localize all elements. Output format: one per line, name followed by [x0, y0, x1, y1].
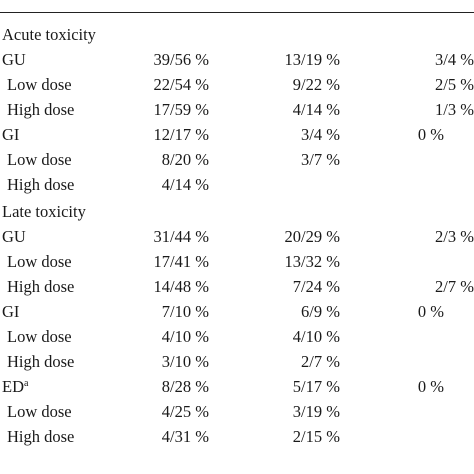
cell-col3: 3/4 % — [435, 50, 474, 69]
cell-col2: 2/15 % — [292, 427, 340, 446]
row-label: GI — [2, 125, 20, 144]
table-row: Low dose 4/25 % 3/19 % — [0, 399, 474, 424]
table-row: High dose 17/59 % 4/14 % 1/3 % — [0, 97, 474, 122]
section-header-late: Late toxicity — [0, 199, 474, 224]
cell-col1: 7/10 % — [161, 302, 209, 321]
cell-col2: 4/14 % — [292, 100, 340, 119]
table-row: GU 31/44 % 20/29 % 2/3 % — [0, 224, 474, 249]
cell-col3: 2/3 % — [435, 227, 474, 246]
cell-col2: 13/19 % — [284, 50, 340, 69]
row-label: Low dose — [7, 252, 72, 271]
row-label: GU — [2, 50, 26, 69]
cell-col3: 2/5 % — [435, 75, 474, 94]
cell-col3: 0 % — [417, 377, 444, 396]
cell-col1: 8/28 % — [161, 377, 209, 396]
table-row: EDa 8/28 % 5/17 % 0 % — [0, 374, 474, 399]
cell-col2: 4/10 % — [292, 327, 340, 346]
cell-col2: 3/19 % — [292, 402, 340, 421]
cell-col3: 1/3 % — [435, 100, 474, 119]
table-row: GU 39/56 % 13/19 % 3/4 % — [0, 47, 474, 72]
row-label: High dose — [7, 277, 75, 296]
cell-col2: 7/24 % — [292, 277, 340, 296]
cell-col1: 17/59 % — [153, 100, 209, 119]
cell-col3: 2/7 % — [435, 277, 474, 296]
table-row: High dose 14/48 % 7/24 % 2/7 % — [0, 274, 474, 299]
table-row: GI 12/17 % 3/4 % 0 % — [0, 122, 474, 147]
footnote-marker: a — [24, 378, 29, 389]
cell-col3: 0 % — [417, 125, 444, 144]
table-row: High dose 4/31 % 2/15 % — [0, 424, 474, 449]
row-label: Low dose — [7, 75, 72, 94]
cell-col3: 0 % — [417, 302, 444, 321]
cell-col1: 4/31 % — [161, 427, 209, 446]
cell-col2: 3/7 % — [301, 150, 340, 169]
row-label: ED — [2, 377, 24, 396]
table-row: GI 7/10 % 6/9 % 0 % — [0, 299, 474, 324]
row-label: Low dose — [7, 402, 72, 421]
section-title: Late toxicity — [2, 202, 86, 221]
cell-col1: 4/25 % — [161, 402, 209, 421]
cell-col1: 12/17 % — [153, 125, 209, 144]
cell-col2: 2/7 % — [301, 352, 340, 371]
cell-col2: 20/29 % — [284, 227, 340, 246]
cell-col1: 17/41 % — [153, 252, 209, 271]
cell-col2: 6/9 % — [301, 302, 340, 321]
table-row: Low dose 17/41 % 13/32 % — [0, 249, 474, 274]
table-row: Low dose 8/20 % 3/7 % — [0, 147, 474, 172]
cell-col2: 13/32 % — [284, 252, 340, 271]
section-header-acute: Acute toxicity — [0, 22, 474, 47]
cell-col2: 5/17 % — [292, 377, 340, 396]
cell-col1: 14/48 % — [153, 277, 209, 296]
table-row: High dose 4/14 % — [0, 172, 474, 197]
cell-col1: 4/10 % — [161, 327, 209, 346]
cell-col2: 9/22 % — [292, 75, 340, 94]
cell-col1: 3/10 % — [161, 352, 209, 371]
table-row: Low dose 22/54 % 9/22 % 2/5 % — [0, 72, 474, 97]
cell-col1: 31/44 % — [153, 227, 209, 246]
cell-col1: 22/54 % — [153, 75, 209, 94]
row-label: Low dose — [7, 327, 72, 346]
row-label: High dose — [7, 352, 75, 371]
cell-col1: 8/20 % — [161, 150, 209, 169]
cropped-footer-edge — [0, 466, 474, 474]
table-row: High dose 3/10 % 2/7 % — [0, 349, 474, 374]
cell-col2: 3/4 % — [301, 125, 340, 144]
row-label: High dose — [7, 175, 75, 194]
cell-col1: 4/14 % — [161, 175, 209, 194]
cell-col1: 39/56 % — [153, 50, 209, 69]
row-label-with-footnote: EDa — [2, 374, 28, 399]
row-label: High dose — [7, 100, 75, 119]
section-title: Acute toxicity — [2, 25, 96, 44]
row-label: Low dose — [7, 150, 72, 169]
row-label: GU — [2, 227, 26, 246]
row-label: GI — [2, 302, 20, 321]
row-label: High dose — [7, 427, 75, 446]
top-rule — [0, 12, 474, 13]
table-row: Low dose 4/10 % 4/10 % — [0, 324, 474, 349]
